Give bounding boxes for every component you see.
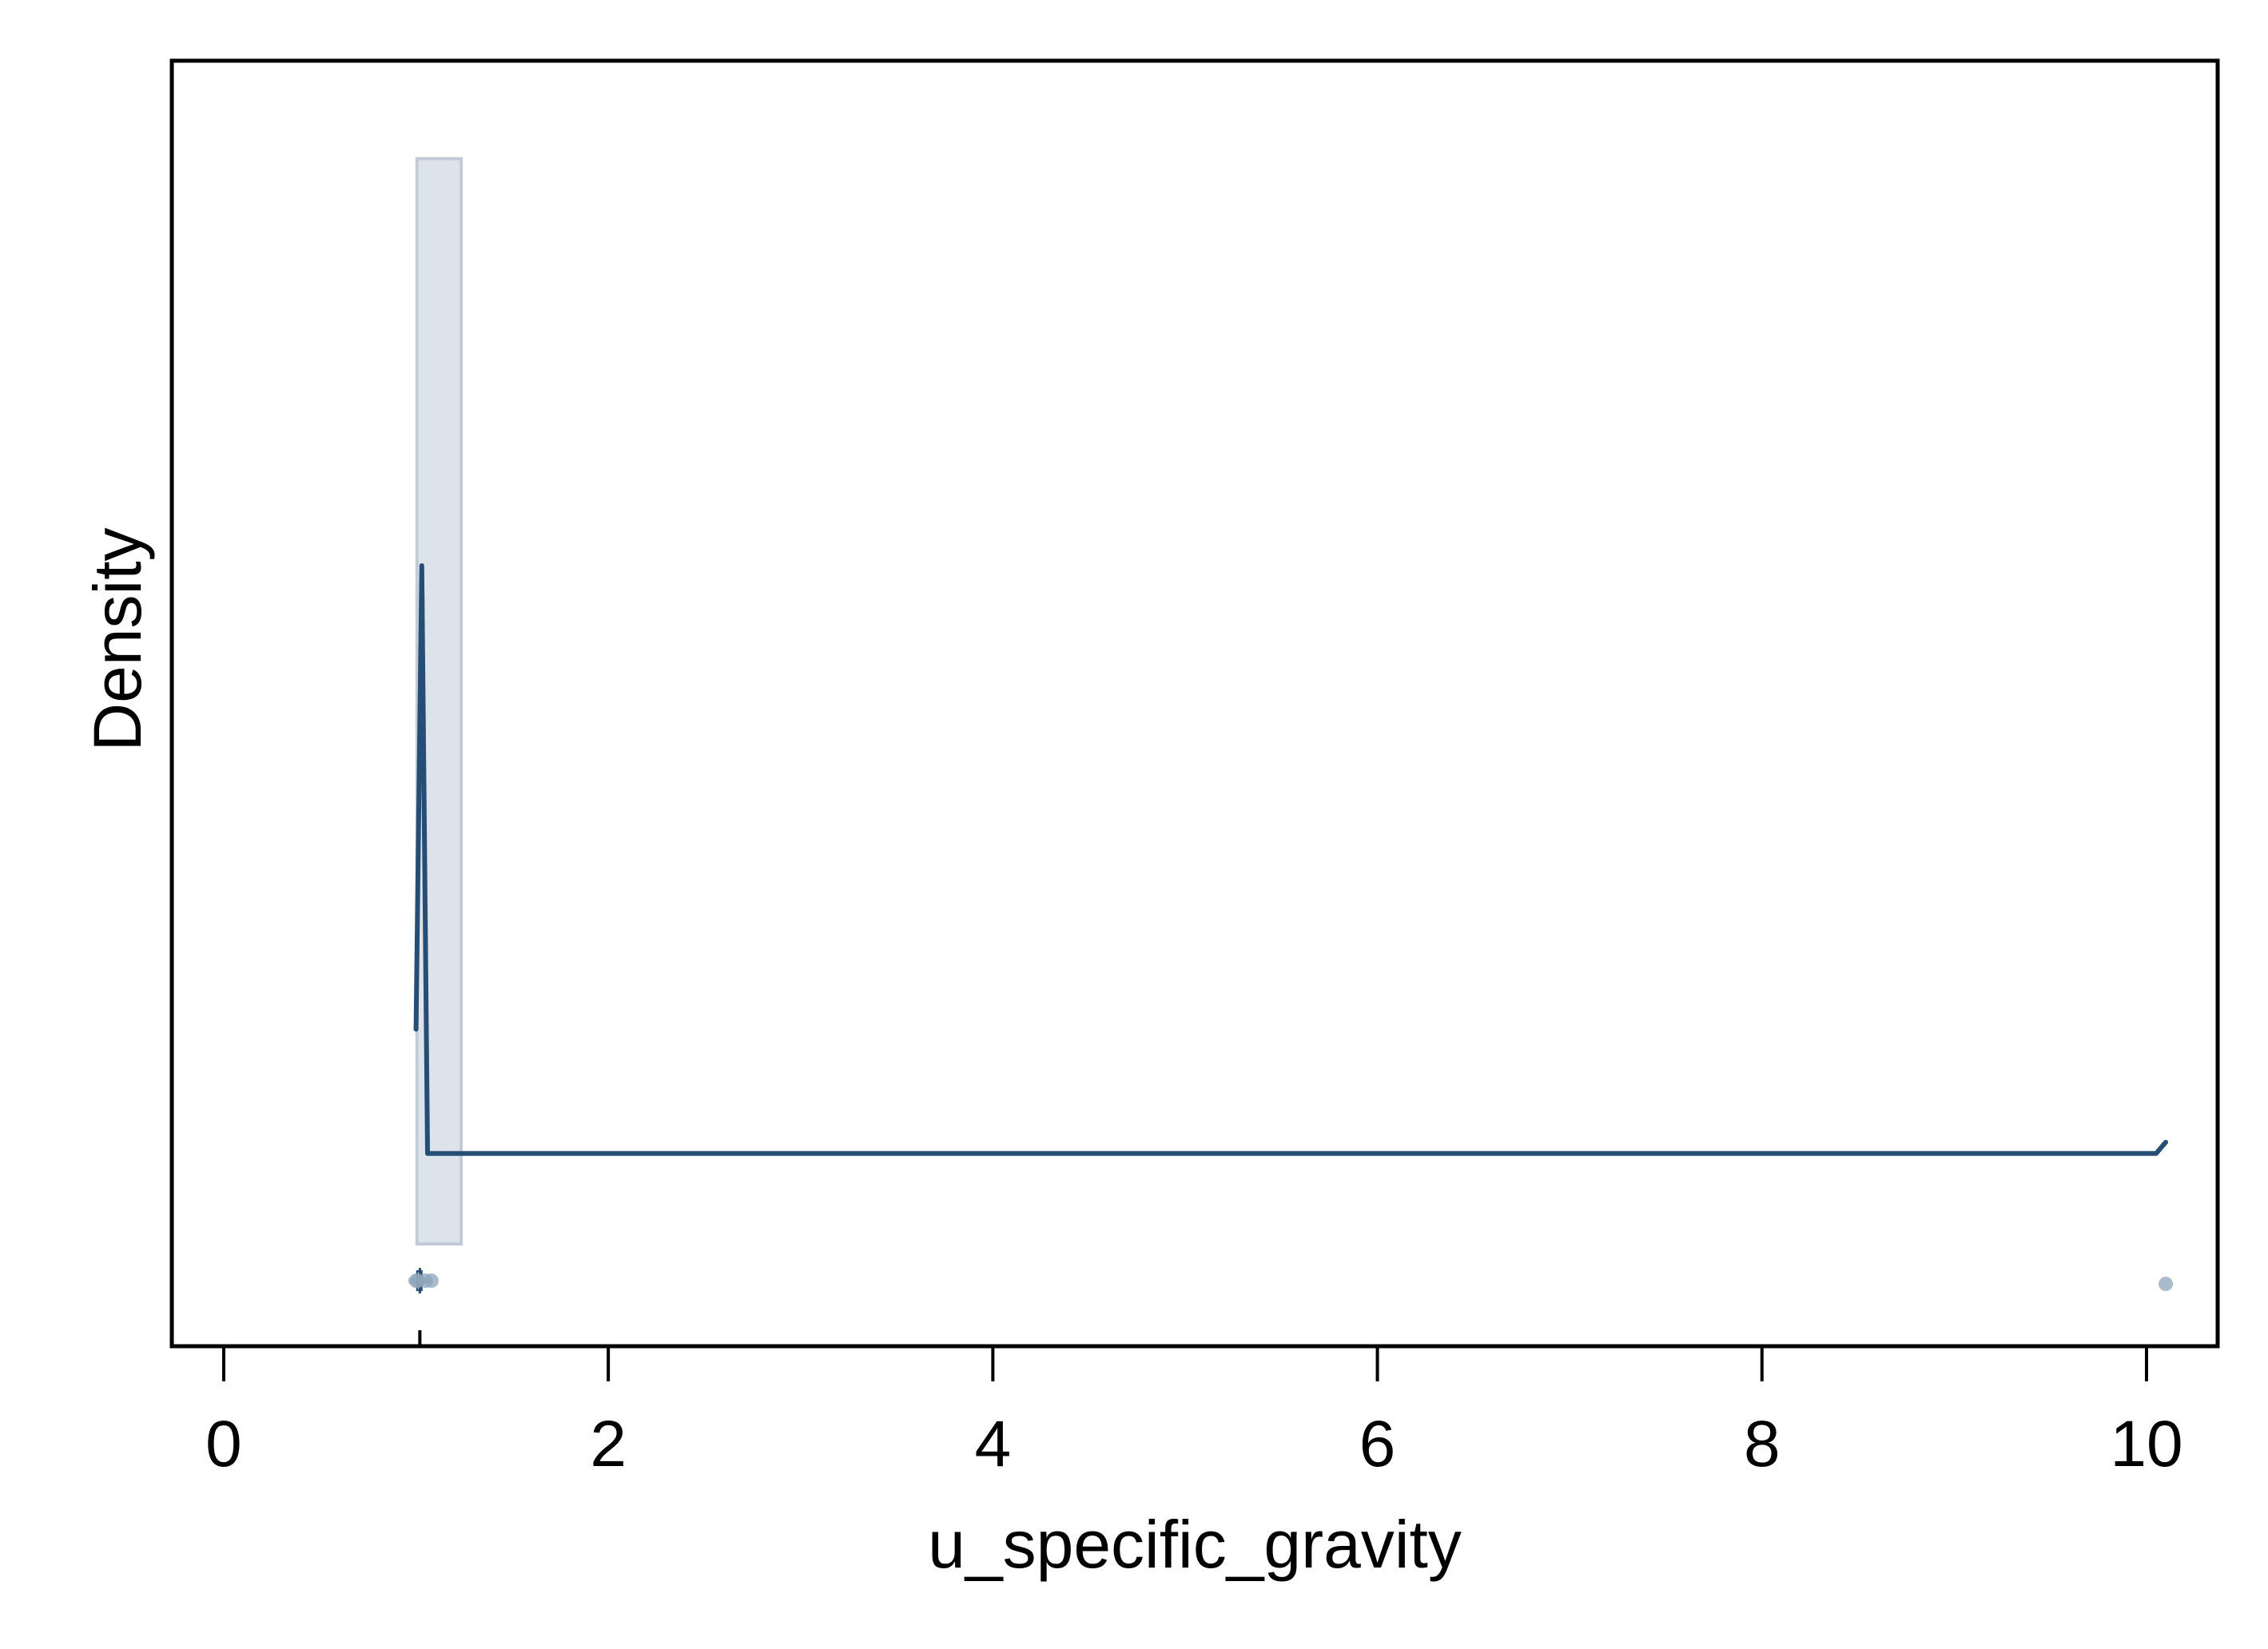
x-tick-label-8: 8: [1744, 1408, 1781, 1480]
density-curve: [413, 563, 2168, 1156]
x-tick-label-4: 4: [975, 1408, 1012, 1480]
x-axis-ticks: [221, 1346, 2148, 1381]
box-outlier-point-3: [424, 1274, 439, 1288]
x-axis-title: u_specific_gravity: [928, 1507, 1462, 1582]
box-plot-layer: [408, 1268, 2174, 1293]
x-tick-label-2: 2: [590, 1408, 627, 1480]
y-axis-title: Density: [80, 527, 155, 751]
plot-frame: [169, 58, 2220, 1349]
density-curve-layer: [413, 563, 2168, 1156]
x-axis-tick-labels: 0 2 4 6 8 10: [205, 1408, 2182, 1480]
x-tick-label-0: 0: [205, 1408, 242, 1480]
box-outlier-point-4: [2159, 1277, 2174, 1291]
x-tick-label-10: 10: [2110, 1408, 2182, 1480]
x-tick-label-6: 6: [1359, 1408, 1396, 1480]
